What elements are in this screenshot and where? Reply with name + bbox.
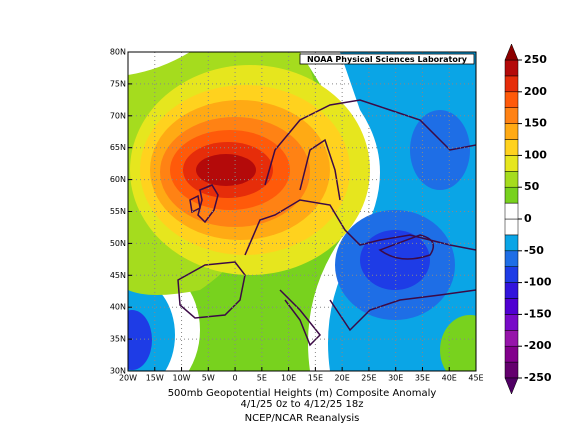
lon-tick-label: 10E bbox=[281, 374, 296, 383]
colorbar-label: 250 bbox=[524, 53, 547, 66]
credit: NOAA Physical Sciences Laboratory bbox=[307, 55, 468, 64]
lat-tick-label: 50N bbox=[110, 239, 126, 248]
colorbar-band bbox=[504, 155, 519, 172]
caption-line: 500mb Geopotential Heights (m) Composite… bbox=[168, 388, 437, 399]
colorbar-band bbox=[504, 330, 519, 347]
lon-tick-label: 0 bbox=[233, 374, 238, 383]
colorbar-label: -200 bbox=[524, 339, 552, 352]
colorbar: 250 200 150 100 50 0 -50 -100 -150 -200 -250 bbox=[504, 43, 552, 395]
lon-tick-label: 30E bbox=[388, 374, 403, 383]
colorbar-band bbox=[504, 345, 519, 363]
colorbar-band bbox=[504, 361, 519, 379]
colorbar-label: 0 bbox=[524, 212, 532, 225]
colorbar-band bbox=[504, 202, 519, 220]
lon-tick-label: 5W bbox=[202, 374, 215, 383]
colorbar-label: 100 bbox=[524, 148, 547, 161]
colorbar-label: -250 bbox=[524, 371, 552, 384]
coastlines bbox=[177, 99, 476, 347]
caption-line: 4/1/25 0z to 4/12/25 18z bbox=[240, 399, 363, 410]
colorbar-band bbox=[504, 139, 519, 156]
lon-tick-label: 40E bbox=[442, 374, 457, 383]
colorbar-band bbox=[504, 218, 519, 236]
colorbar-label: 50 bbox=[524, 180, 540, 193]
colorbar-band bbox=[504, 250, 519, 267]
anomaly-field bbox=[128, 52, 476, 371]
lat-tick-label: 65N bbox=[110, 143, 126, 152]
colorbar-band bbox=[504, 314, 519, 331]
graticule: 20W 15W 10W 5W 0 5E 10E 15E 20E 25E 30E 35E 40E 45E 30… bbox=[110, 48, 484, 383]
lon-tick-label: 15E bbox=[308, 374, 323, 383]
colorbar-band bbox=[504, 266, 519, 283]
lat-tick-label: 40N bbox=[110, 303, 126, 312]
lon-tick-label: 10W bbox=[172, 374, 190, 383]
colorbar-label: 200 bbox=[524, 85, 547, 98]
colorbar-label: -150 bbox=[524, 307, 552, 320]
colorbar-over bbox=[504, 43, 519, 61]
lat-tick-label: 75N bbox=[110, 79, 126, 88]
colorbar-band bbox=[504, 123, 519, 140]
colorbar-band bbox=[504, 107, 519, 124]
lat-tick-label: 80N bbox=[110, 48, 126, 57]
lat-tick-label: 45N bbox=[110, 271, 126, 280]
lon-tick-label: 25E bbox=[361, 374, 376, 383]
colorbar-band bbox=[504, 91, 519, 108]
colorbar-band bbox=[504, 234, 519, 252]
lon-tick-label: 15W bbox=[146, 374, 164, 383]
lat-tick-label: 30N bbox=[110, 367, 126, 376]
lon-tick-label: 35E bbox=[415, 374, 430, 383]
lat-tick-label: 55N bbox=[110, 207, 126, 216]
colorbar-band bbox=[504, 59, 519, 77]
credit-box bbox=[299, 53, 475, 65]
caption-line: NCEP/NCAR Reanalysis bbox=[245, 413, 360, 424]
map-frame bbox=[127, 51, 477, 372]
lon-tick-label: 20E bbox=[335, 374, 350, 383]
lon-tick-label: 45E bbox=[468, 374, 483, 383]
colorbar-label: -100 bbox=[524, 276, 552, 289]
lat-tick-label: 35N bbox=[110, 335, 126, 344]
lon-tick-label: 5E bbox=[257, 374, 267, 383]
lat-tick-label: 70N bbox=[110, 111, 126, 120]
colorbar-band bbox=[504, 298, 519, 315]
colorbar-band bbox=[504, 282, 519, 299]
colorbar-band bbox=[504, 171, 519, 188]
colorbar-band bbox=[504, 75, 519, 93]
lat-tick-label: 60N bbox=[110, 175, 126, 184]
colorbar-under bbox=[504, 377, 519, 395]
lon-tick-label: 20W bbox=[119, 374, 137, 383]
colorbar-band bbox=[504, 186, 519, 204]
colorbar-label: 150 bbox=[524, 117, 547, 130]
colorbar-label: -50 bbox=[524, 244, 544, 257]
